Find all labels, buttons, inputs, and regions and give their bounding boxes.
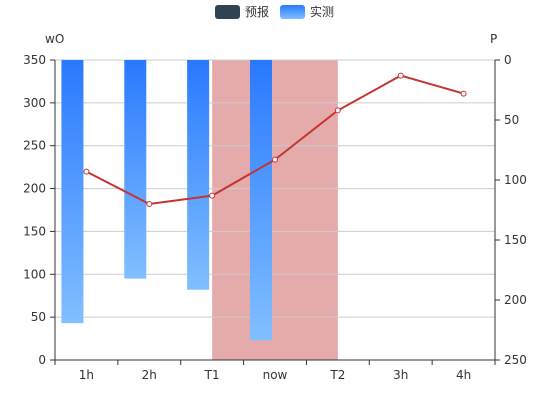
bar-layer (61, 60, 272, 341)
left-axis-tick-label: 350 (23, 53, 46, 67)
point-forecast[interactable] (334, 107, 341, 114)
x-axis-tick-label: 2h (142, 368, 157, 382)
right-axis-tick-label: 100 (504, 173, 527, 187)
left-axis-tick-label: 50 (31, 310, 46, 324)
bar-measured[interactable] (61, 60, 84, 324)
point-forecast[interactable] (397, 72, 404, 79)
point-forecast[interactable] (209, 192, 216, 199)
right-axis-tick-label: 50 (504, 113, 519, 127)
line-layer (83, 72, 467, 207)
left-axis-tick-label: 250 (23, 139, 46, 153)
right-axis-title: P (490, 32, 497, 46)
right-axis-tick-label: 150 (504, 233, 527, 247)
x-axis-tick-label: 1h (79, 368, 94, 382)
x-axis-tick-label: 3h (393, 368, 408, 382)
legend-swatch-forecast[interactable] (215, 5, 240, 19)
x-axis-tick-label: T1 (204, 368, 220, 382)
left-axis-tick-label: 0 (38, 353, 46, 367)
point-forecast[interactable] (460, 90, 467, 97)
x-axis-tick-label: 4h (456, 368, 471, 382)
left-axis-tick-label: 150 (23, 224, 46, 238)
legend-swatch-measured[interactable] (280, 5, 305, 19)
bar-measured[interactable] (187, 60, 210, 290)
point-forecast[interactable] (272, 156, 278, 163)
point-forecast[interactable] (83, 168, 90, 175)
left-axis-tick-label: 300 (23, 96, 46, 110)
right-axis-tick-label: 250 (504, 353, 527, 367)
legend: 预报 实测 (215, 4, 334, 19)
right-axis-tick-label: 0 (504, 53, 512, 67)
highlight-band (212, 60, 338, 360)
highlight-band-layer (212, 60, 338, 360)
left-axis-tick-label: 200 (23, 182, 46, 196)
x-axis-tick-label: T2 (329, 368, 345, 382)
point-forecast[interactable] (146, 201, 153, 207)
bar-measured[interactable] (124, 60, 147, 279)
legend-label-forecast[interactable]: 预报 (245, 4, 269, 19)
x-axis-tick-label: now (263, 368, 288, 382)
legend-label-measured[interactable]: 实测 (310, 4, 334, 19)
right-axis-tick-label: 200 (504, 293, 527, 307)
left-axis-title: wO (45, 32, 64, 46)
bar-measured[interactable] (250, 60, 272, 341)
axis-layer: 0 50 100 150 200 250 300 350 0 50 100 150 200 250 1h 2h… (23, 53, 527, 382)
left-axis-tick-label: 100 (23, 267, 46, 281)
